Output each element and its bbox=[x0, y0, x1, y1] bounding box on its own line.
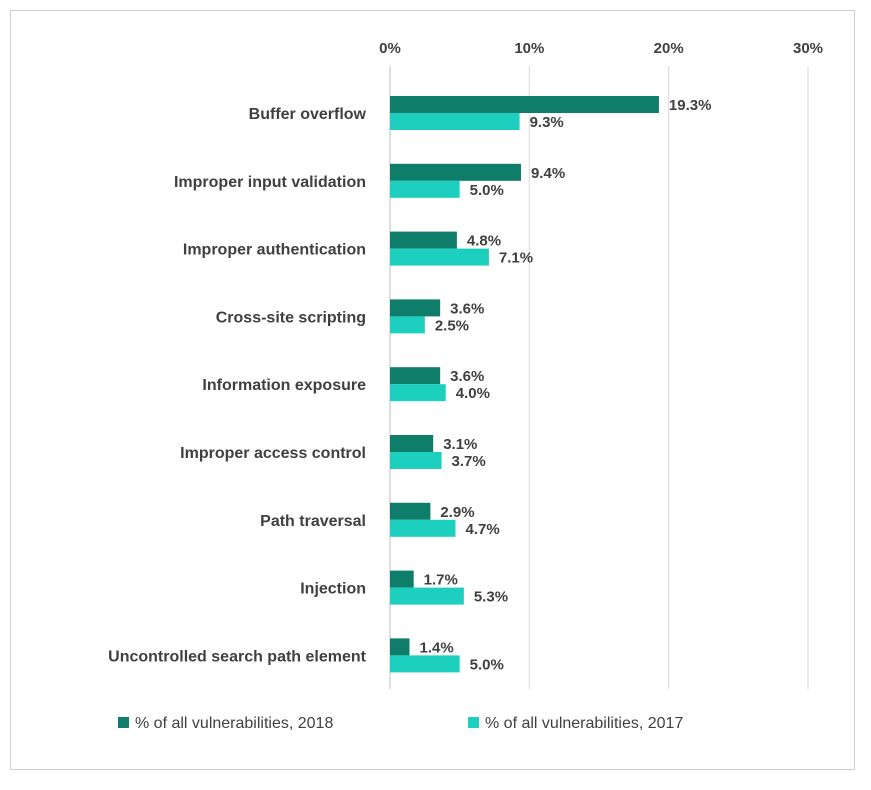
bar-2017 bbox=[390, 113, 520, 130]
data-label-2018: 1.7% bbox=[424, 572, 458, 589]
category-label: Improper authentication bbox=[183, 242, 366, 259]
bar-2018 bbox=[390, 231, 457, 249]
data-label-2017: 7.1% bbox=[499, 250, 533, 267]
data-label-2018: 19.3% bbox=[669, 97, 712, 114]
data-label-2017: 9.3% bbox=[530, 114, 564, 131]
data-label-2017: 4.0% bbox=[456, 385, 490, 402]
data-label-2017: 4.7% bbox=[465, 521, 499, 538]
data-label-2017: 5.0% bbox=[470, 182, 504, 199]
legend-swatch-2018 bbox=[118, 717, 129, 728]
category-label: Injection bbox=[300, 581, 366, 598]
x-tick-label: 20% bbox=[654, 40, 684, 57]
category-label: Information exposure bbox=[202, 377, 366, 394]
bar-2017 bbox=[390, 519, 456, 537]
bar-2017 bbox=[390, 316, 425, 334]
category-label: Buffer overflow bbox=[249, 106, 367, 123]
bar-chart: 0% 10% 20% 30% Buffer overflow 19.3% 9.3% Impro… bbox=[108, 40, 823, 732]
bar-2018 bbox=[390, 502, 431, 520]
bar-2017 bbox=[390, 384, 446, 402]
category-label: Improper access control bbox=[180, 445, 366, 462]
data-label-2017: 2.5% bbox=[435, 317, 469, 334]
bar-2018 bbox=[390, 96, 659, 113]
bar-2017 bbox=[390, 587, 464, 605]
chart-frame: 0% 10% 20% 30% Buffer overflow 19.3% 9.3% Impro… bbox=[10, 10, 855, 770]
bar-2017 bbox=[390, 655, 460, 673]
bar-2017 bbox=[390, 452, 442, 469]
data-label-2017: 5.0% bbox=[470, 656, 504, 673]
category-label: Cross-site scripting bbox=[216, 309, 366, 326]
category-label: Uncontrolled search path element bbox=[108, 648, 367, 665]
bar-2018 bbox=[390, 299, 441, 317]
category-label: Path traversal bbox=[260, 513, 366, 530]
x-tick-label: 10% bbox=[514, 40, 544, 57]
data-label-2017: 3.7% bbox=[452, 453, 486, 470]
data-label-2018: 3.1% bbox=[443, 436, 477, 453]
bar-2018 bbox=[390, 435, 434, 452]
data-label-2018: 9.4% bbox=[531, 165, 565, 182]
bar-2017 bbox=[390, 248, 489, 266]
x-tick-label: 0% bbox=[379, 40, 401, 57]
data-label-2018: 2.9% bbox=[440, 504, 474, 521]
data-label-2018: 4.8% bbox=[467, 233, 501, 250]
data-label-2018: 3.6% bbox=[450, 368, 484, 385]
bar-2017 bbox=[390, 180, 460, 198]
x-tick-label: 30% bbox=[793, 40, 823, 57]
data-label-2018: 3.6% bbox=[450, 300, 484, 317]
legend-swatch-2017 bbox=[468, 717, 479, 728]
legend-label-2018: % of all vulnerabilities, 2018 bbox=[135, 715, 333, 732]
legend-label-2017: % of all vulnerabilities, 2017 bbox=[485, 715, 683, 732]
category-label: Improper input validation bbox=[174, 174, 366, 191]
bar-2018 bbox=[390, 367, 441, 385]
data-label-2017: 5.3% bbox=[474, 589, 508, 606]
bar-2018 bbox=[390, 163, 521, 181]
bar-2018 bbox=[390, 570, 414, 588]
data-label-2018: 1.4% bbox=[420, 639, 454, 656]
bar-2018 bbox=[390, 638, 410, 656]
